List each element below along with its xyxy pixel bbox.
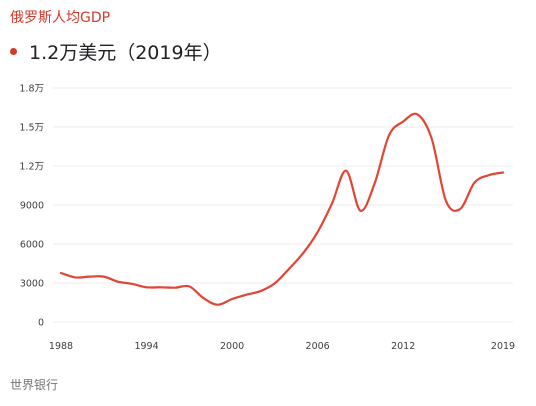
grid-lines	[53, 87, 513, 323]
y-tick-label: 1.2万	[19, 162, 44, 173]
y-tick-label: 3000	[20, 279, 44, 290]
y-tick-label: 6000	[20, 240, 44, 251]
latest-value-row: 1.2万美元（2019年）	[10, 38, 222, 65]
y-tick-label: 1.8万	[19, 84, 44, 95]
series-dot-icon	[10, 48, 17, 55]
gdp-series-line	[59, 112, 505, 306]
data-source: 世界银行	[10, 378, 59, 392]
x-axis-ticks: 1988 1994 2000 2006 2012 2019	[49, 341, 515, 352]
latest-value: 1.2万美元（2019年）	[29, 42, 222, 64]
x-tick-label: 2006	[306, 341, 330, 352]
chart-title: 俄罗斯人均GDP	[10, 10, 111, 26]
y-axis-ticks: 0 3000 6000 9000 1.2万 1.5万 1.8万	[19, 84, 44, 329]
y-tick-label: 1.5万	[19, 123, 44, 134]
x-tick-label: 1988	[49, 341, 73, 352]
x-tick-label: 2012	[391, 341, 415, 352]
x-tick-label: 1994	[134, 341, 158, 352]
y-tick-label: 0	[38, 318, 44, 329]
x-tick-label: 2019	[491, 341, 515, 352]
x-tick-label: 2000	[220, 341, 244, 352]
series-layer	[59, 112, 505, 306]
y-tick-label: 9000	[20, 201, 44, 212]
